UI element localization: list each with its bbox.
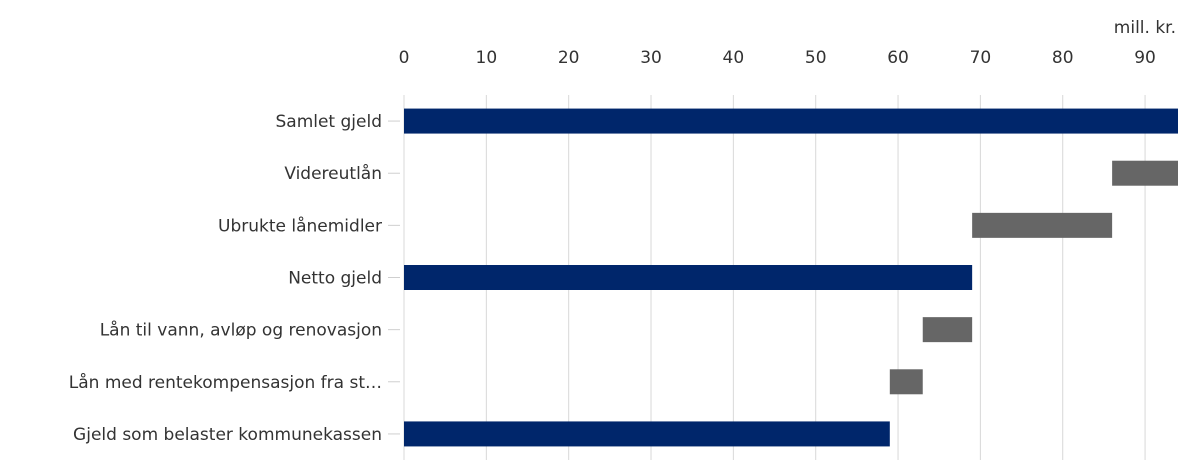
bar-layer <box>404 108 1178 447</box>
bar-step-4[interactable] <box>922 317 973 343</box>
x-tick-label-20: 20 <box>558 48 580 68</box>
x-tick-label-50: 50 <box>805 48 827 68</box>
x-tick-label-30: 30 <box>640 48 662 68</box>
bar-step-5[interactable] <box>889 369 923 395</box>
category-label: Lån med rentekompensasjon fra st… <box>69 372 382 393</box>
x-tick-label-90: 90 <box>1134 48 1156 68</box>
x-tick-label-40: 40 <box>723 48 745 68</box>
x-tick-label-10: 10 <box>476 48 498 68</box>
category-label: Netto gjeld <box>288 269 382 289</box>
bar-step-2[interactable] <box>972 212 1113 238</box>
x-tick-label-80: 80 <box>1052 48 1074 68</box>
x-axis: 0 10 20 30 40 50 60 70 80 90 <box>399 48 1156 68</box>
bar-total-3[interactable] <box>404 265 973 290</box>
unit-label: mill. kr. <box>1114 18 1176 38</box>
category-label: Samlet gjeld <box>275 112 382 132</box>
x-tick-label-60: 60 <box>887 48 909 68</box>
bar-step-1[interactable] <box>1112 160 1178 186</box>
bar-total-0[interactable] <box>404 108 1178 134</box>
y-axis: Samlet gjeld Videreutlån Ubrukte lånemidle… <box>69 112 400 445</box>
category-label: Gjeld som belaster kommunekassen <box>73 425 382 445</box>
category-label: Ubrukte lånemidler <box>218 215 382 236</box>
category-label: Videreutlån <box>284 163 382 184</box>
bar-total-6[interactable] <box>404 421 890 447</box>
category-label: Lån til vann, avløp og renovasjon <box>100 320 382 341</box>
x-tick-label-70: 70 <box>970 48 992 68</box>
x-tick-label-0: 0 <box>399 48 410 68</box>
